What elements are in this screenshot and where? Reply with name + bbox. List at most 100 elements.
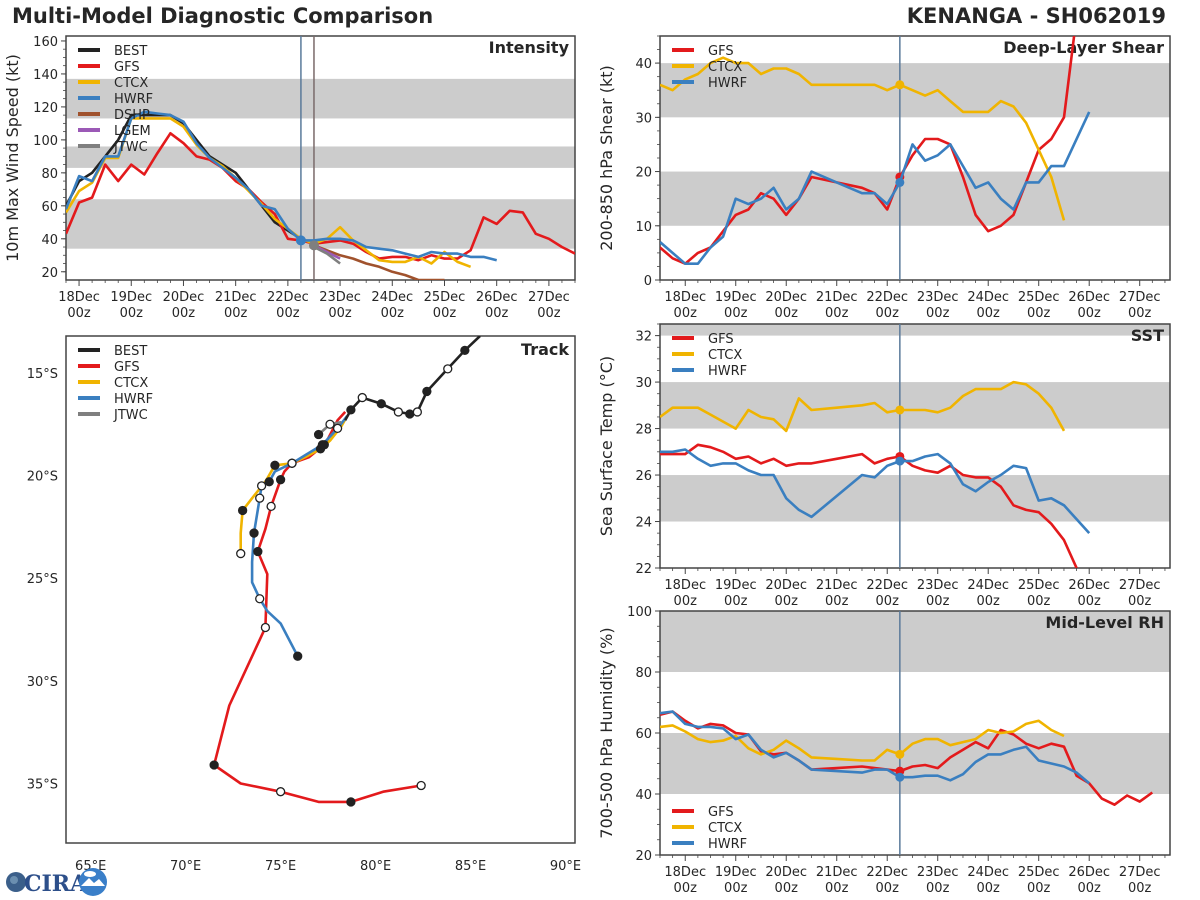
x-tick-label-date: 26Dec: [1068, 578, 1110, 593]
x-tick-label-date: 23Dec: [917, 578, 959, 593]
track-marker-open: [275, 787, 286, 797]
x-tick-label: 75°E: [265, 859, 296, 874]
track-marker-filled: [376, 399, 386, 409]
x-tick-label-date: 24Dec: [967, 578, 1009, 593]
shaded-band: [660, 611, 1170, 672]
y-tick-label: 60: [41, 200, 58, 215]
x-tick-label-hour: 00z: [1027, 881, 1051, 896]
y-tick-label: 15°S: [27, 367, 58, 382]
track-marker-filled: [346, 405, 356, 415]
shear-chart: 01020304018Dec00z19Dec00z20Dec00z21Dec00…: [597, 35, 1171, 321]
y-axis-label: 10m Max Wind Speed (kt): [3, 54, 22, 262]
y-axis-label: Sea Surface Temp (°C): [597, 356, 616, 536]
x-tick-label-hour: 00z: [876, 594, 900, 609]
legend-label: GFS: [114, 60, 140, 75]
x-tick-label-date: 21Dec: [816, 578, 858, 593]
plot-frame: [65, 335, 576, 844]
x-tick-label-hour: 00z: [120, 306, 144, 321]
x-tick-label-hour: 00z: [775, 594, 799, 609]
mountain-shape: [81, 878, 105, 886]
x-tick-label-hour: 00z: [724, 594, 748, 609]
init-marker-ctcx: [895, 749, 905, 759]
shaded-band: [660, 382, 1170, 429]
x-tick-label-date: 18Dec: [664, 578, 706, 593]
legend-label: CTCX: [114, 376, 148, 391]
series-line-ctcx: [660, 380, 1066, 433]
x-tick-label-date: 26Dec: [476, 290, 518, 305]
x-tick-label-hour: 00z: [172, 306, 196, 321]
x-tick-label-date: 20Dec: [765, 290, 807, 305]
x-tick-label-date: 26Dec: [1068, 290, 1110, 305]
x-tick-label-date: 20Dec: [163, 290, 205, 305]
track-marker-open: [236, 548, 246, 559]
init-marker-ctcx: [895, 405, 905, 415]
x-tick-label-date: 21Dec: [816, 290, 858, 305]
series-line-jtwc: [313, 245, 341, 265]
x-tick-label-date: 22Dec: [866, 578, 908, 593]
x-tick-label-date: 20Dec: [765, 578, 807, 593]
globe-highlight: [10, 876, 18, 884]
legend-label: JTWC: [113, 140, 148, 155]
plot-frame: [659, 323, 1171, 569]
x-tick-label-date: 19Dec: [110, 290, 152, 305]
x-tick-label-hour: 00z: [1128, 306, 1152, 321]
x-tick-label-hour: 00z: [926, 306, 950, 321]
chart-title: Track: [521, 340, 569, 359]
legend-label: GFS: [708, 805, 734, 820]
x-tick-label-hour: 00z: [537, 306, 561, 321]
series-line-ctcx: [660, 56, 1066, 221]
x-tick-label-hour: 00z: [1128, 594, 1152, 609]
y-tick-label: 160: [33, 35, 58, 50]
x-tick-label-hour: 00z: [433, 306, 457, 321]
track-marker-filled: [460, 345, 470, 356]
series-line-hwrf: [66, 110, 498, 262]
y-axis-label: 200-850 hPa Shear (kt): [597, 65, 616, 251]
legend-label: CTCX: [708, 348, 742, 363]
x-tick-label-hour: 00z: [1027, 306, 1051, 321]
y-axis-label: 700-500 hPa Humidity (%): [597, 627, 616, 838]
x-tick-label-hour: 00z: [977, 881, 1001, 896]
x-tick-label-hour: 00z: [825, 306, 849, 321]
x-tick-label-date: 24Dec: [967, 865, 1009, 880]
legend-label: HWRF: [114, 92, 153, 107]
y-tick-label: 40: [41, 233, 58, 248]
x-tick-label-date: 26Dec: [1068, 865, 1110, 880]
legend-label: LGEM: [114, 124, 151, 139]
y-tick-label: 40: [635, 788, 652, 803]
y-tick-label: 20°S: [27, 470, 58, 485]
y-tick-label: 60: [635, 727, 652, 742]
x-tick-label-date: 25Dec: [424, 290, 466, 305]
intensity-chart: 2040608010012014016018Dec00z19Dec00z20De…: [3, 35, 576, 321]
track-marker-open: [325, 419, 335, 429]
x-tick-label-hour: 00z: [1078, 306, 1102, 321]
legend-label: DSHP: [114, 108, 150, 123]
x-tick-label-date: 25Dec: [1018, 578, 1060, 593]
sst-chart: 22242628303218Dec00z19Dec00z20Dec00z21De…: [597, 323, 1171, 609]
x-tick-label-hour: 00z: [977, 306, 1001, 321]
x-tick-label-date: 18Dec: [58, 290, 100, 305]
x-tick-label-date: 23Dec: [319, 290, 361, 305]
y-tick-label: 35°S: [27, 777, 58, 792]
x-tick-label-hour: 00z: [224, 306, 248, 321]
track-marker-filled: [249, 528, 259, 538]
x-tick-label-date: 25Dec: [1018, 290, 1060, 305]
legend-label: HWRF: [114, 392, 153, 407]
legend-label: CTCX: [708, 821, 742, 836]
x-tick-label-date: 20Dec: [765, 865, 807, 880]
y-tick-label: 140: [33, 68, 58, 83]
y-tick-label: 25°S: [27, 572, 58, 587]
y-tick-label: 30°S: [27, 675, 58, 690]
track-marker-filled: [313, 429, 324, 440]
y-tick-label: 10: [635, 220, 652, 235]
legend-label: CTCX: [708, 60, 742, 75]
y-tick-label: 30: [635, 111, 652, 126]
x-tick-label-hour: 00z: [775, 306, 799, 321]
y-tick-label: 40: [635, 57, 652, 72]
track-marker-open: [416, 780, 426, 791]
track-marker-open: [256, 481, 267, 491]
x-tick-label-hour: 00z: [1027, 594, 1051, 609]
x-tick-label-date: 19Dec: [715, 290, 757, 305]
init-marker-ctcx: [895, 80, 905, 90]
x-tick-label-date: 22Dec: [866, 290, 908, 305]
